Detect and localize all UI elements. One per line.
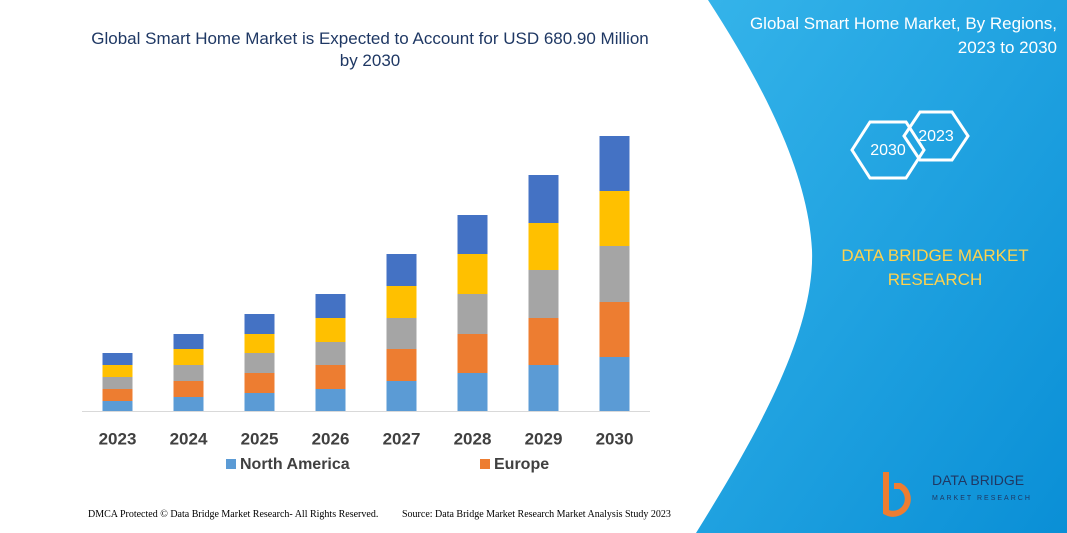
bar-segment [102,365,133,377]
bar-segment [315,318,346,342]
bar-segment [386,286,417,318]
bar-segment [457,294,488,334]
bar-segment [102,389,133,401]
footer-right: Source: Data Bridge Market Research Mark… [402,509,671,520]
hexagon [902,110,970,162]
bar-segment [528,270,559,318]
logo-name: DATA BRIDGE [932,472,1024,488]
bar-segment [244,314,275,334]
side-panel [696,0,1067,533]
bar-segment [386,381,417,411]
legend-swatch [480,459,490,469]
legend-swatch [226,459,236,469]
panel-title: Global Smart Home Market, By Regions, 20… [749,14,1057,57]
bar-segment [173,365,204,381]
hexagon-label: 2030 [870,142,906,159]
bar-segment [599,191,630,246]
footer-left: DMCA Protected © Data Bridge Market Rese… [88,509,379,520]
bar-segment [528,365,559,411]
x-tick-label: 2030 [596,429,634,448]
bar-segment [244,353,275,373]
bar-segment [244,373,275,393]
bar-segment [244,393,275,411]
bar-segment [528,318,559,365]
bar-segment [457,334,488,373]
logo: DATA BRIDGE MARKET RESEARCH [883,472,1032,517]
hexagon-label: 2023 [918,128,954,145]
x-tick-label: 2024 [170,429,208,448]
bar-segment [528,223,559,270]
x-tick-label: 2023 [99,429,137,448]
bar-segment [244,334,275,353]
bar-segment [315,294,346,318]
bar-segment [173,334,204,349]
bar-segment [457,215,488,254]
x-tick-label: 2029 [525,429,563,448]
bar-segment [386,318,417,349]
bar-segment [599,136,630,191]
bar-segment [315,365,346,389]
bar-segment [315,342,346,365]
logo-mark [883,472,911,517]
bar-segment [173,349,204,365]
bar-segment [599,357,630,411]
bar-segment [386,254,417,286]
chart-title: Global Smart Home Market is Expected to … [91,29,649,70]
legend-label: North America [240,456,350,473]
logo-tagline: MARKET RESEARCH [932,495,1032,502]
x-tick-label: 2025 [241,429,279,448]
bar-segment [102,401,133,411]
bar-segment [102,353,133,365]
x-tick-label: 2027 [383,429,421,448]
brand: DATA BRIDGE MARKET RESEARCH [841,246,1029,289]
bar-segment [173,397,204,411]
bar-segment [173,381,204,397]
bar-segment [599,302,630,357]
hexagon [850,120,926,180]
bar-segment [457,254,488,294]
bar-segment [102,377,133,389]
bar-segment [528,175,559,223]
bar-segment [386,349,417,381]
bar-segment [457,373,488,411]
bar-segment [599,246,630,302]
bar-segment [315,389,346,411]
x-tick-label: 2028 [454,429,492,448]
legend-label: Europe [494,456,549,473]
x-tick-label: 2026 [312,429,350,448]
